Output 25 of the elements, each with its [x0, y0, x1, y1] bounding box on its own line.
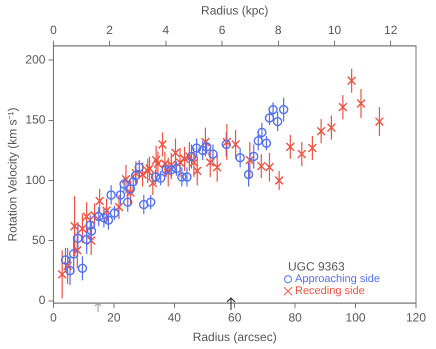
- legend-label: Approaching side: [295, 273, 380, 286]
- x2-tick-label: 4: [162, 22, 170, 37]
- y-tick-label: 0: [38, 293, 46, 308]
- x2-tick-label: 0: [50, 22, 58, 37]
- x2-tick-label: 12: [384, 22, 398, 37]
- x-tick-label: 20: [107, 310, 121, 325]
- x-axis-title: Radius (arcsec): [192, 330, 277, 344]
- y-tick-label: 200: [25, 52, 46, 67]
- legend-title: UGC 9363: [288, 260, 346, 274]
- x-tick-label: 120: [406, 310, 426, 325]
- legend-label: Receding side: [295, 285, 365, 298]
- x-tick-label: 80: [288, 310, 302, 325]
- x-tick-label: 40: [168, 310, 182, 325]
- x2-tick-label: 8: [274, 22, 282, 37]
- y-tick-label: 100: [25, 172, 46, 187]
- x2-tick-label: 6: [218, 22, 226, 37]
- y-axis-title: Rotation Velocity (km s⁻¹): [6, 107, 20, 242]
- x-tick-label: 100: [346, 310, 366, 325]
- y-tick-label: 150: [25, 112, 46, 127]
- x-tick-label: 0: [50, 310, 58, 325]
- y-tick-label: 50: [32, 232, 46, 247]
- x2-axis-title: Radius (kpc): [201, 4, 268, 18]
- x2-tick-label: 2: [106, 22, 114, 37]
- x-tick-label: 60: [228, 310, 242, 325]
- x2-tick-label: 10: [328, 22, 342, 37]
